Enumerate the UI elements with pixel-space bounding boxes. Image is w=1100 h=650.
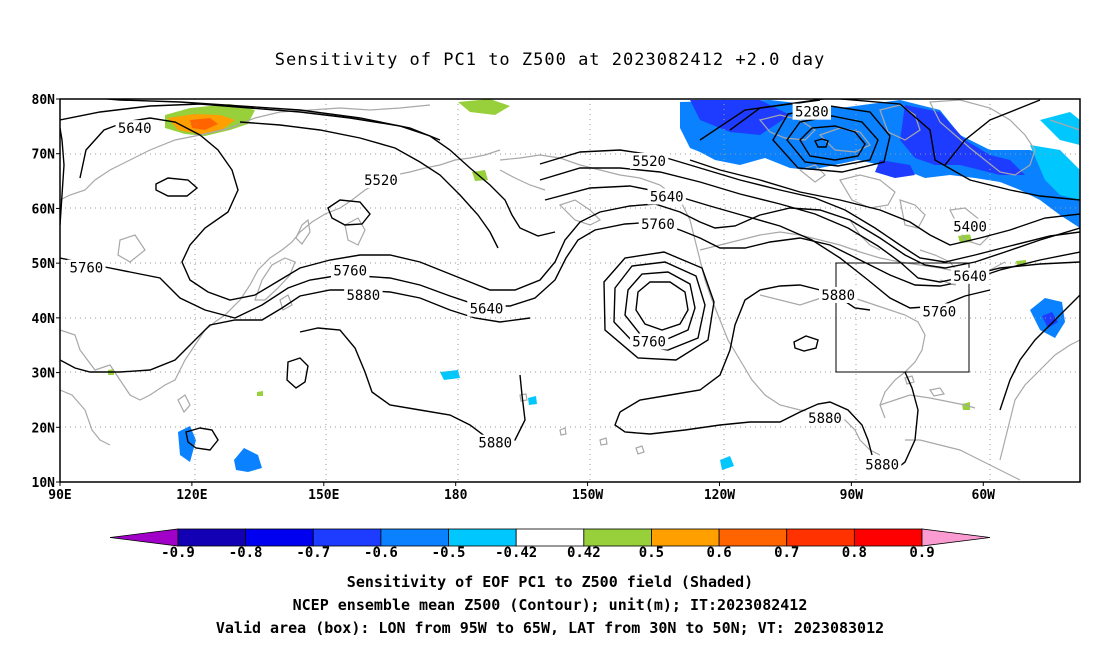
colorbar-label: -0.6 <box>364 545 398 561</box>
contour-label: 5640 <box>650 189 684 205</box>
lon-tick-label: 150W <box>572 488 603 503</box>
contour-labels: 5640 5520 5760 5760 5880 5640 5760 5880 5520 5640… <box>67 103 990 474</box>
lat-tick-label: 40N <box>32 312 56 327</box>
colorbar-swatch <box>583 528 652 547</box>
lon-tick-label: 90E <box>48 488 71 503</box>
map-title: Sensitivity of PC1 to Z500 at 2023082412… <box>274 50 826 70</box>
longitude-labels: 90E 120E 150E 180 150W 120W 90W 60W <box>48 482 995 503</box>
lat-tick-label: 20N <box>32 421 56 436</box>
contour-label-bg <box>805 410 845 427</box>
colorbar-labels: -0.9 -0.8 -0.7 -0.6 -0.5 -0.42 0.42 0.5 0.6 0.7 0.… <box>161 545 935 561</box>
contour-label-bg <box>467 300 506 317</box>
contour-label-bg <box>950 218 990 235</box>
contour-label: 5280 <box>795 105 829 121</box>
contour-label: 5640 <box>953 269 987 285</box>
colorbar-label: -0.9 <box>161 545 195 561</box>
colorbar-label: -0.42 <box>495 545 537 561</box>
contour-label: 5520 <box>364 173 398 189</box>
contour-label-bg <box>638 215 678 232</box>
contour-label: 5640 <box>118 121 152 137</box>
sensitivity-shading <box>108 99 1080 472</box>
lon-tick-label: 60W <box>972 488 996 503</box>
contour-label: 5880 <box>478 436 512 452</box>
contour-label-bg <box>647 188 686 205</box>
contour-label-bg <box>862 456 902 473</box>
lon-tick-label: 180 <box>444 488 468 503</box>
colorbar-low-triangle <box>109 528 179 547</box>
colorbar-swatch <box>448 528 517 547</box>
caption-contour: NCEP ensemble mean Z500 (Contour); unit(… <box>292 596 808 614</box>
colorbar-label: 0.5 <box>639 545 664 561</box>
contour-label: 5640 <box>470 302 504 318</box>
contour-label-bg <box>629 333 669 350</box>
colorbar-label: 0.6 <box>706 545 731 561</box>
contour-label: 5880 <box>865 458 899 474</box>
colorbar-label: 0.9 <box>909 545 934 561</box>
contour-label: 5400 <box>953 220 987 236</box>
colorbar-label: -0.7 <box>296 545 330 561</box>
contour-label-bg <box>344 286 383 303</box>
contour-label-bg <box>67 259 106 276</box>
map-frame <box>59 98 1081 483</box>
colorbar-label: 0.42 <box>567 545 601 561</box>
lat-tick-label: 10N <box>32 476 56 491</box>
colorbar-label: -0.5 <box>432 545 466 561</box>
sensitivity-map: 5640 5520 5760 5760 5880 5640 5760 5880 5520 5640… <box>32 93 1081 561</box>
contour-label-bg <box>361 172 401 189</box>
contour-label: 5520 <box>632 154 666 170</box>
contour-label: 5760 <box>641 217 675 233</box>
lat-tick-label: 60N <box>32 202 56 217</box>
contour-label: 5760 <box>333 263 367 279</box>
colorbar-label: 0.7 <box>774 545 799 561</box>
contour-label: 5760 <box>70 261 104 277</box>
colorbar-label: -0.8 <box>229 545 263 561</box>
contour-label-bg <box>818 286 858 303</box>
colorbar-swatch <box>718 528 788 547</box>
colorbar-label: 0.8 <box>842 545 867 561</box>
caption-shaded: Sensitivity of EOF PC1 to Z500 field (Sh… <box>346 573 754 591</box>
contour-label-bg <box>629 152 669 169</box>
contour-label-bg <box>950 267 990 284</box>
contour-label-bg <box>792 103 832 120</box>
contour-label-bg <box>920 303 959 320</box>
colorbar-swatch <box>245 528 314 547</box>
colorbar-swatch <box>515 528 585 547</box>
lat-tick-label: 30N <box>32 367 56 382</box>
lon-tick-label: 120E <box>176 488 207 503</box>
colorbar-swatch <box>380 528 449 547</box>
lat-tick-label: 70N <box>32 148 56 163</box>
contour-label-bg <box>476 434 515 451</box>
contour-label: 5760 <box>922 304 956 320</box>
lon-tick-label: 120W <box>704 488 735 503</box>
colorbar <box>109 528 991 547</box>
lon-tick-label: 90W <box>840 488 864 503</box>
contour-label: 5760 <box>632 334 666 350</box>
colorbar-swatch <box>312 528 382 547</box>
colorbar-swatch <box>853 528 923 547</box>
contour-label: 5880 <box>821 288 855 304</box>
lat-tick-label: 50N <box>32 257 56 272</box>
valid-area-box <box>835 262 970 373</box>
colorbar-swatch <box>786 528 855 547</box>
caption-valid-area: Valid area (box): LON from 95W to 65W, L… <box>215 619 885 637</box>
contour-label-bg <box>330 262 370 279</box>
lon-tick-label: 150E <box>308 488 339 503</box>
colorbar-swatch <box>651 528 720 547</box>
colorbar-swatch <box>177 528 247 547</box>
latitude-labels: 80N 70N 60N 50N 40N 30N 20N 10N <box>32 93 60 491</box>
lat-tick-label: 80N <box>32 93 56 108</box>
contour-label: 5880 <box>808 411 842 427</box>
contour-label-bg <box>115 120 154 137</box>
contour-label: 5880 <box>347 288 381 304</box>
colorbar-high-triangle <box>921 528 991 547</box>
